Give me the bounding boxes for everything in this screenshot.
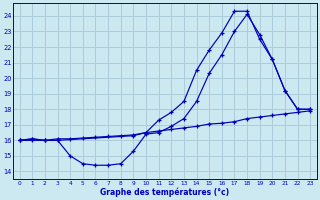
X-axis label: Graphe des températures (°c): Graphe des températures (°c) [100,187,229,197]
